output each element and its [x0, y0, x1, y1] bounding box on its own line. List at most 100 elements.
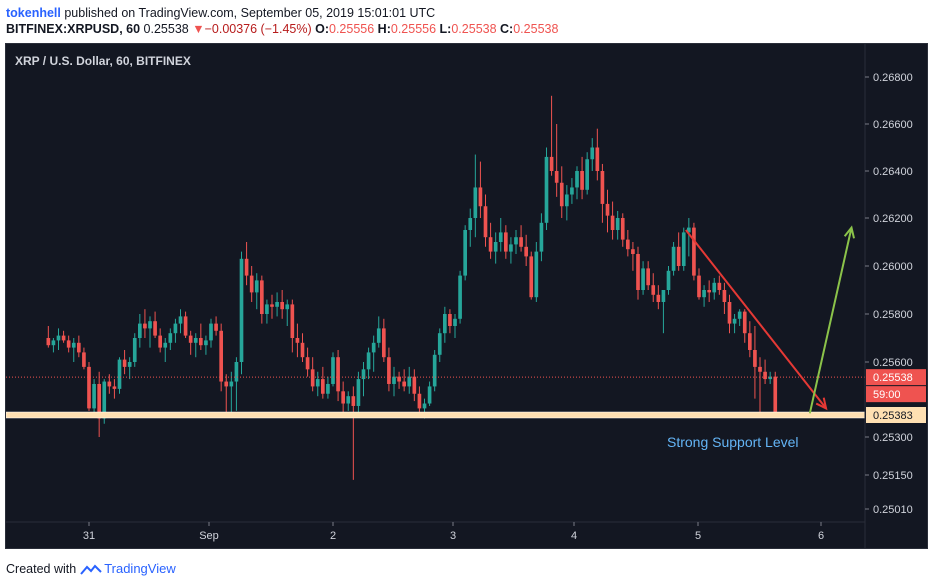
candle-body: [122, 359, 127, 367]
candle-body: [204, 340, 208, 346]
countdown-tag-box: [866, 386, 926, 403]
footer: Created with TradingView: [6, 561, 176, 576]
x-tick-label: Sep: [199, 530, 219, 542]
candle-body: [539, 222, 544, 252]
candle-body: [666, 270, 671, 290]
candle-body: [687, 227, 691, 233]
candle-body: [641, 268, 645, 290]
x-tick-label: 4: [571, 530, 577, 542]
candle-body: [92, 383, 96, 409]
candle-body: [127, 362, 132, 367]
x-tick-label: 6: [818, 530, 824, 542]
candle-body: [534, 251, 539, 298]
red-trend-arrow: [685, 229, 827, 410]
candles-layer: [46, 95, 778, 480]
candle-body: [300, 342, 305, 358]
y-tick-label: 0.26800: [873, 72, 913, 84]
candle-body: [153, 321, 157, 336]
candle-body: [112, 386, 117, 389]
y-tick-label: 0.26000: [873, 261, 913, 273]
x-tick-label: 31: [83, 530, 95, 542]
candle-body: [549, 156, 554, 171]
candle-body: [270, 304, 274, 307]
candle-body: [463, 230, 467, 276]
candle-body: [77, 342, 81, 353]
candle-body: [351, 396, 356, 406]
candle-body: [610, 215, 615, 230]
candle-body: [249, 275, 254, 293]
candle-body: [341, 391, 345, 404]
candle-body: [692, 227, 696, 276]
candle-body: [717, 282, 722, 290]
candle-body: [615, 218, 620, 230]
candlestick-chart[interactable]: Strong Support Level 0.26800 0.26600 0.264…: [6, 44, 927, 548]
candle-body: [676, 246, 681, 266]
y-tick-label: 0.25010: [873, 504, 913, 516]
candle-body: [437, 333, 442, 355]
change-value: −0.00376 (−1.45%): [204, 22, 312, 36]
candle-body: [46, 338, 51, 346]
support-line: [6, 411, 866, 419]
candle-body: [493, 242, 498, 252]
x-tick-label: 3: [450, 530, 456, 542]
open-label: O:: [315, 22, 329, 36]
candle-body: [336, 357, 340, 392]
candle-body: [82, 352, 86, 367]
candle-body: [280, 302, 284, 310]
candle-body: [554, 171, 559, 183]
down-arrow-icon: ▼: [192, 22, 205, 36]
close-value: 0.25538: [513, 22, 559, 36]
candle-body: [219, 330, 223, 382]
candle-body: [310, 369, 315, 387]
candle-body: [346, 396, 351, 404]
author-link[interactable]: tokenhell: [6, 6, 61, 20]
candle-body: [498, 232, 503, 242]
candle-body: [183, 316, 188, 336]
candle-body: [748, 333, 752, 350]
candle-body: [453, 318, 457, 326]
candle-body: [239, 258, 244, 362]
support-annotation: Strong Support Level: [667, 434, 799, 450]
candle-body: [417, 393, 422, 409]
candle-body: [763, 371, 767, 380]
candle-body: [366, 352, 371, 370]
candle-body: [107, 381, 112, 387]
candle-body: [275, 302, 279, 307]
candle-body: [209, 323, 213, 341]
tradingview-logo-icon: [80, 564, 102, 575]
candle-body: [443, 314, 447, 334]
price-axis: 0.26800 0.26600 0.26400 0.26200 0.26000 0.258…: [864, 44, 926, 548]
candle-body: [697, 275, 701, 298]
candle-body: [214, 323, 218, 331]
tradingview-link[interactable]: TradingView: [104, 561, 176, 576]
green-trend-arrow: [808, 227, 853, 414]
candle-body: [722, 290, 727, 302]
candle-body: [168, 333, 173, 343]
candle-body: [727, 302, 732, 324]
candle-body: [321, 379, 325, 394]
candle-body: [397, 376, 401, 382]
candle-body: [626, 239, 630, 250]
candle-body: [702, 290, 706, 298]
candle-body: [392, 376, 396, 384]
candle-body: [636, 254, 640, 290]
candle-body: [158, 335, 162, 348]
candle-body: [707, 290, 711, 293]
candle-body: [138, 323, 142, 338]
candle-body: [514, 237, 518, 245]
candle-body: [178, 316, 183, 324]
candle-body: [742, 311, 747, 334]
candle-body: [559, 182, 564, 207]
candle-body: [671, 246, 676, 271]
candle-body: [51, 340, 56, 346]
candle-body: [199, 338, 203, 346]
chart-title: XRP / U.S. Dollar, 60, BITFINEX: [15, 54, 191, 68]
candle-body: [600, 171, 605, 204]
candle-body: [56, 335, 61, 341]
candle-body: [66, 340, 71, 348]
candle-body: [234, 362, 239, 382]
candle-body: [224, 381, 229, 387]
candle-body: [478, 187, 483, 207]
candle-body: [605, 203, 610, 216]
chart-frame[interactable]: Strong Support Level 0.26800 0.26600 0.264…: [5, 43, 928, 549]
